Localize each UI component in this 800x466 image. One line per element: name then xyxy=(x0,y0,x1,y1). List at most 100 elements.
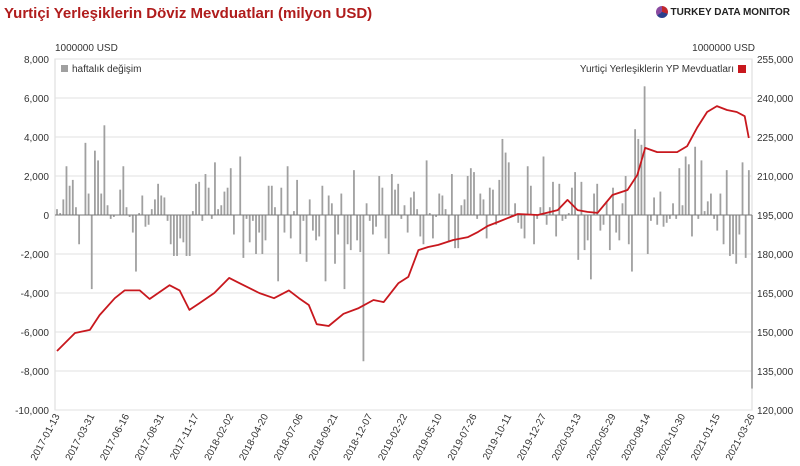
bar xyxy=(656,215,659,225)
deposits-line xyxy=(56,105,750,352)
bar xyxy=(416,209,419,215)
left-tick-label: 6,000 xyxy=(24,94,49,105)
brand-logo: TURKEY DATA MONITOR xyxy=(655,6,790,18)
bar xyxy=(223,191,226,215)
bar xyxy=(87,193,90,215)
bar xyxy=(217,209,220,215)
left-tick-label: 2,000 xyxy=(24,172,49,183)
bar xyxy=(384,215,387,239)
bar xyxy=(356,215,359,241)
right-tick-label: 240,000 xyxy=(757,94,794,105)
x-tick-label: 2017-01-13 xyxy=(29,412,63,463)
bar xyxy=(450,174,453,215)
bar xyxy=(561,215,564,221)
bar xyxy=(255,215,257,254)
bar xyxy=(716,215,719,231)
bar xyxy=(735,215,738,264)
bar xyxy=(650,215,652,221)
bar xyxy=(574,172,576,215)
left-tick-label: -10,000 xyxy=(15,406,49,417)
bar xyxy=(697,215,700,219)
bar xyxy=(539,207,542,215)
bar xyxy=(185,215,188,256)
bar xyxy=(564,215,567,219)
bar xyxy=(365,203,368,215)
bar xyxy=(552,181,554,215)
bar xyxy=(261,215,264,254)
bar xyxy=(201,215,204,221)
x-tick-label: 2018-04-20 xyxy=(237,412,271,463)
x-tick-label: 2017-06-16 xyxy=(98,412,132,463)
bar xyxy=(346,215,349,245)
bar xyxy=(59,213,62,215)
left-tick-label: -6,000 xyxy=(21,328,50,339)
bar xyxy=(555,215,558,237)
bar xyxy=(125,207,128,215)
bar xyxy=(545,215,548,225)
bar xyxy=(605,201,608,215)
bar xyxy=(675,215,678,219)
left-axis-unit: 1000000 USD xyxy=(55,43,118,54)
bar xyxy=(321,185,324,215)
bar xyxy=(476,215,479,219)
bar xyxy=(397,183,400,215)
x-tick-label: 2018-02-02 xyxy=(203,412,237,463)
right-tick-label: 210,000 xyxy=(757,172,794,183)
bar xyxy=(725,170,728,215)
bar xyxy=(207,187,210,215)
bar xyxy=(659,191,662,215)
bar xyxy=(542,156,545,215)
right-tick-label: 180,000 xyxy=(757,250,794,261)
bar xyxy=(195,183,197,215)
bar xyxy=(425,160,428,215)
bar xyxy=(488,187,491,215)
bar xyxy=(84,142,87,215)
bar xyxy=(68,185,71,215)
bar xyxy=(334,215,336,264)
left-tick-label: -4,000 xyxy=(21,289,50,300)
bar xyxy=(172,215,175,256)
bar xyxy=(492,189,494,215)
bar xyxy=(751,215,753,389)
bar xyxy=(154,199,156,215)
legend-swatch-bar xyxy=(61,65,68,72)
bar xyxy=(293,211,295,215)
bar xyxy=(514,203,516,215)
right-tick-label: 225,000 xyxy=(757,133,794,144)
bar xyxy=(441,195,444,215)
bar xyxy=(479,193,482,215)
bar xyxy=(324,215,327,282)
bar xyxy=(65,166,68,215)
bar xyxy=(353,170,355,215)
bar xyxy=(646,215,649,254)
bar xyxy=(280,187,283,215)
bar xyxy=(220,205,223,215)
bar xyxy=(691,215,693,237)
bar xyxy=(176,215,178,256)
left-tick-label: -2,000 xyxy=(21,250,50,261)
bar xyxy=(131,215,134,233)
bar xyxy=(583,215,586,251)
bar xyxy=(523,215,526,239)
bar xyxy=(242,215,245,258)
bar xyxy=(444,209,447,215)
bar xyxy=(608,215,611,251)
bar xyxy=(362,215,365,362)
bar xyxy=(728,215,731,256)
bar xyxy=(166,215,169,221)
bar xyxy=(97,160,99,215)
bar xyxy=(435,215,437,217)
bar xyxy=(204,174,207,215)
bar xyxy=(359,215,362,253)
bar xyxy=(147,215,150,225)
bar xyxy=(188,215,191,256)
globe-icon xyxy=(655,6,668,18)
bar xyxy=(558,183,561,215)
right-axis-unit: 1000000 USD xyxy=(692,43,755,54)
bar xyxy=(700,160,703,215)
bar xyxy=(403,205,406,215)
brand-name: TURKEY DATA MONITOR xyxy=(670,6,790,18)
bar xyxy=(233,215,235,235)
bar xyxy=(706,201,709,215)
